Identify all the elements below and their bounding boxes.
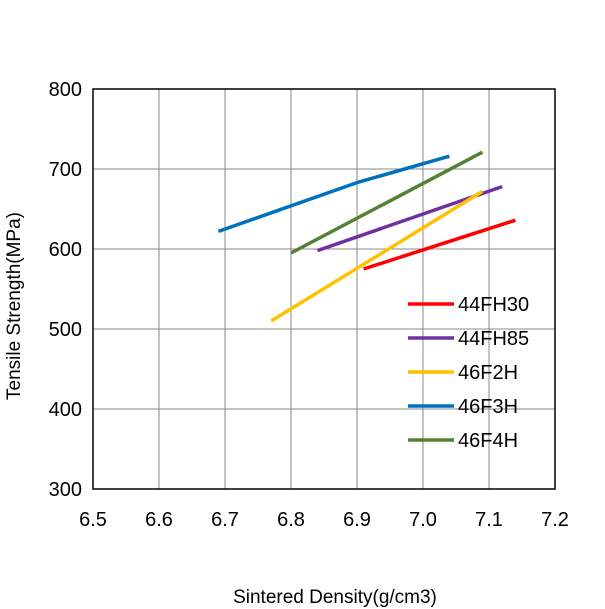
legend-label: 46F4H [458,430,518,452]
x-tick-label: 6.7 [211,509,239,531]
y-tick-label: 300 [49,479,82,501]
y-axis-title: Tensile Strength(MPa) [4,212,25,400]
x-tick-label: 6.8 [277,509,305,531]
x-tick-label: 6.5 [79,509,107,531]
x-tick-label: 6.9 [343,509,371,531]
x-tick-label: 7.2 [541,509,569,531]
y-tick-label: 800 [49,79,82,101]
y-tick-label: 600 [49,239,82,261]
x-tick-label: 7.1 [475,509,503,531]
y-tick-label: 400 [49,399,82,421]
plot-area-frame [92,88,556,490]
x-tick-label: 6.6 [145,509,173,531]
x-axis-title: Sintered Density(g/cm3) [233,587,437,608]
legend-label: 44FH30 [458,294,529,316]
x-axis-tick-labels: 6.5 6.6 6.7 6.8 6.9 7.0 7.1 7.2 [79,509,569,531]
legend-label: 46F2H [458,362,518,384]
y-tick-label: 500 [49,319,82,341]
legend-label: 44FH85 [458,328,529,350]
legend: 44FH30 44FH85 46F2H 46F3H 46F4H [408,294,529,452]
legend-label: 46F3H [458,396,518,418]
series-line-46f4h [290,150,484,255]
y-tick-label: 700 [49,159,82,181]
series-lines [217,150,516,323]
x-tick-label: 7.0 [409,509,437,531]
series-line-46f2h [270,189,484,323]
series-line-46f3h [217,154,450,234]
y-axis-tick-labels: 300 400 500 600 700 800 [49,79,82,501]
series-line-44fh30 [363,218,516,271]
